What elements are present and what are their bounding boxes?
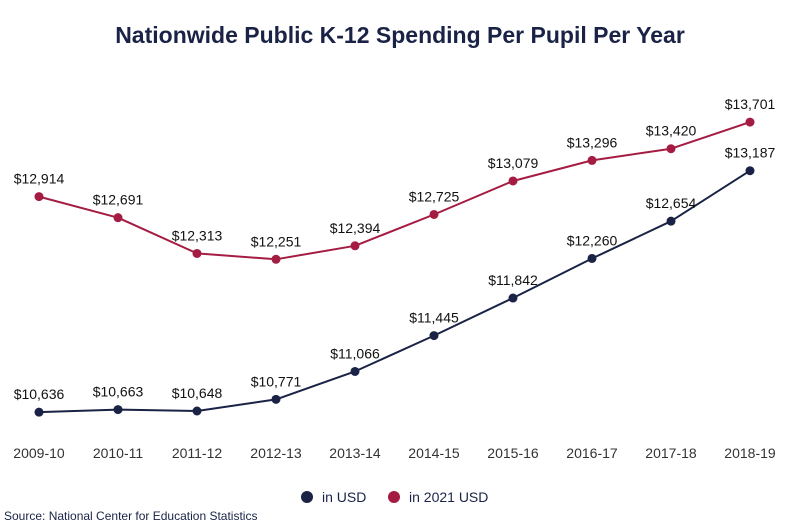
data-label: $11,445 (409, 310, 459, 326)
legend-marker (301, 491, 313, 503)
data-label: $12,260 (567, 232, 618, 248)
legend-marker (388, 491, 400, 503)
source-note: Source: National Center for Education St… (4, 509, 258, 523)
x-tick-label: 2016-17 (566, 445, 618, 461)
legend-label: in USD (322, 489, 366, 505)
data-label: $13,296 (567, 134, 618, 150)
data-point (192, 248, 202, 258)
data-label: $12,313 (172, 227, 223, 243)
data-label: $13,420 (646, 123, 697, 139)
data-label: $12,251 (251, 233, 302, 249)
data-label: $13,187 (725, 145, 776, 161)
x-tick-label: 2018-19 (724, 445, 776, 461)
x-tick-label: 2014-15 (408, 445, 460, 461)
data-point (508, 176, 518, 186)
data-point (271, 394, 281, 404)
data-point (350, 366, 360, 376)
data-label: $10,663 (93, 384, 144, 400)
data-point (666, 216, 676, 226)
data-label: $12,914 (14, 171, 65, 187)
data-label: $12,725 (409, 188, 460, 204)
data-point (508, 293, 518, 303)
data-label: $12,394 (330, 220, 381, 236)
series-line-1 (38, 121, 751, 261)
data-label: $12,691 (93, 192, 144, 208)
data-point (429, 331, 439, 341)
data-point (34, 192, 44, 202)
data-label: $11,842 (488, 272, 538, 288)
data-point (429, 209, 439, 219)
data-point (113, 213, 123, 223)
data-point (350, 241, 360, 251)
x-tick-label: 2012-13 (250, 445, 302, 461)
data-label: $13,701 (725, 96, 776, 112)
x-tick-label: 2013-14 (329, 445, 381, 461)
x-tick-label: 2015-16 (487, 445, 539, 461)
data-point (587, 253, 597, 263)
x-tick-label: 2011-12 (172, 445, 223, 461)
data-point (113, 405, 123, 415)
x-tick-label: 2017-18 (645, 445, 697, 461)
data-point (192, 406, 202, 416)
x-tick-label: 2010-11 (93, 445, 144, 461)
series-line-0 (38, 169, 751, 414)
data-point (587, 155, 597, 165)
data-label: $11,066 (330, 345, 380, 361)
data-point (666, 144, 676, 154)
data-point (745, 117, 755, 127)
data-point (34, 407, 44, 417)
legend-label: in 2021 USD (409, 489, 488, 505)
data-label: $13,079 (488, 155, 539, 171)
data-point (745, 166, 755, 176)
data-label: $12,654 (646, 195, 697, 211)
data-label: $10,636 (14, 386, 65, 402)
chart-title: Nationwide Public K-12 Spending Per Pupi… (115, 22, 685, 48)
data-label: $10,648 (172, 385, 223, 401)
data-label: $10,771 (251, 373, 302, 389)
x-tick-label: 2009-10 (13, 445, 65, 461)
data-point (271, 254, 281, 264)
